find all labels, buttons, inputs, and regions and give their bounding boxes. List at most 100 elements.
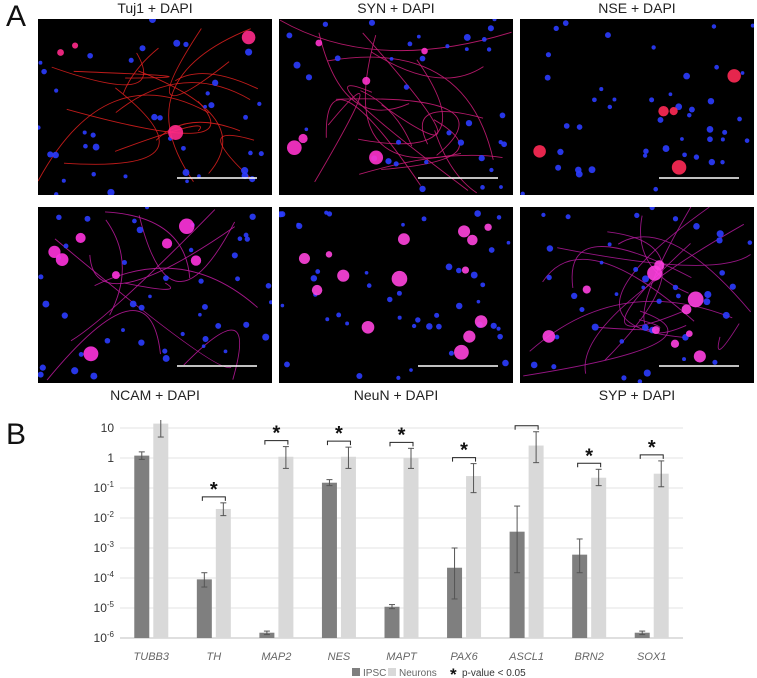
dapi-nucleus (643, 148, 649, 154)
neurite (381, 119, 460, 170)
dapi-nucleus (599, 87, 604, 92)
stained-cell-body (298, 252, 310, 265)
dapi-nucleus (683, 72, 690, 80)
dapi-nucleus (244, 236, 250, 242)
dapi-nucleus (42, 300, 50, 308)
image-label-tuj1: Tuj1 + DAPI (117, 0, 193, 16)
dapi-nucleus (78, 352, 84, 357)
neurite (314, 93, 361, 183)
micrograph-nse (520, 19, 754, 195)
neurite (168, 28, 230, 97)
bar-neurons-pax6 (466, 476, 482, 638)
stained-cell-body (670, 339, 680, 348)
y-tick-base: 10 (94, 631, 108, 645)
dapi-nucleus (641, 324, 649, 331)
neurite (66, 101, 212, 134)
dapi-nucleus (706, 126, 714, 133)
stained-cell-body (168, 124, 184, 140)
dapi-nucleus (722, 311, 730, 319)
dapi-nucleus (279, 211, 286, 218)
stained-cell-body (463, 330, 476, 343)
stained-cell-body (362, 76, 371, 85)
neurite (358, 59, 443, 145)
dapi-nucleus (336, 312, 342, 318)
dapi-nucleus (185, 179, 189, 184)
dapi-nucleus (235, 276, 240, 282)
neurite (183, 329, 241, 380)
dapi-nucleus (83, 143, 88, 149)
neurite (359, 154, 503, 175)
dapi-nucleus (544, 74, 551, 81)
dapi-nucleus (416, 34, 421, 39)
dapi-nucleus (506, 240, 511, 245)
dapi-nucleus (651, 45, 656, 50)
stained-cell-body (727, 69, 741, 83)
dapi-nucleus (682, 357, 687, 362)
dapi-nucleus (396, 139, 402, 145)
stained-cell-body (454, 344, 469, 360)
stained-cell-body (369, 150, 384, 165)
dapi-nucleus (54, 192, 59, 195)
y-tick-base: 10 (94, 541, 108, 555)
dapi-nucleus (269, 300, 272, 305)
dapi-nucleus (149, 19, 156, 23)
dapi-nucleus (740, 71, 745, 75)
dapi-nucleus (91, 172, 96, 177)
dapi-nucleus (163, 275, 169, 282)
dapi-nucleus (162, 355, 170, 362)
dapi-nucleus (675, 103, 683, 111)
neurite (557, 247, 751, 266)
bar-ipsc-mapt (384, 606, 400, 638)
bar-neurons-tubb3 (153, 423, 169, 638)
neurite (717, 323, 740, 350)
dapi-nucleus (662, 145, 670, 152)
dapi-nucleus (90, 132, 96, 138)
micrograph-image (520, 207, 754, 383)
dapi-nucleus (129, 300, 137, 308)
stained-cell-body (461, 266, 470, 274)
dapi-nucleus (487, 25, 494, 32)
dapi-nucleus (148, 294, 152, 299)
dapi-nucleus (693, 154, 700, 160)
dapi-nucleus (747, 240, 753, 245)
dapi-nucleus (565, 214, 571, 220)
micrograph-image (279, 207, 513, 383)
dapi-nucleus (52, 151, 59, 159)
dapi-nucleus (258, 151, 264, 157)
micrograph-image (38, 19, 272, 195)
dapi-nucleus (87, 52, 93, 59)
bar-neurons-th (215, 508, 231, 638)
dapi-nucleus (41, 68, 47, 75)
bar-ipsc-map2 (259, 632, 275, 638)
dapi-nucleus (576, 124, 583, 130)
neurite (138, 215, 236, 282)
neurite (362, 32, 439, 136)
y-tick-base: 10 (101, 421, 115, 435)
dapi-nucleus (708, 158, 715, 166)
neurite (617, 236, 751, 313)
dapi-nucleus (249, 176, 256, 183)
dapi-nucleus (203, 104, 207, 109)
dapi-nucleus (366, 283, 372, 288)
dapi-nucleus (396, 375, 401, 380)
dapi-nucleus (245, 48, 253, 56)
legend-swatch-ipsc (352, 668, 360, 676)
stained-cell-body (298, 133, 308, 144)
stained-cell-body (72, 42, 79, 49)
significance-star: * (585, 445, 593, 467)
bar-neurons-nes (340, 456, 356, 638)
dapi-nucleus (248, 150, 253, 156)
stained-cell-body (161, 238, 173, 249)
dapi-nucleus (54, 88, 59, 93)
dapi-nucleus (750, 23, 754, 28)
neurite (604, 231, 664, 361)
neurite (523, 310, 669, 377)
dapi-nucleus (38, 125, 41, 130)
dapi-nucleus (243, 114, 248, 120)
x-tick-label: TUBB3 (134, 651, 170, 663)
image-label-nse: NSE + DAPI (598, 0, 676, 16)
micrograph-image (279, 19, 513, 195)
dapi-nucleus (293, 61, 301, 69)
dapi-nucleus (243, 232, 249, 238)
dapi-nucleus (183, 41, 189, 48)
